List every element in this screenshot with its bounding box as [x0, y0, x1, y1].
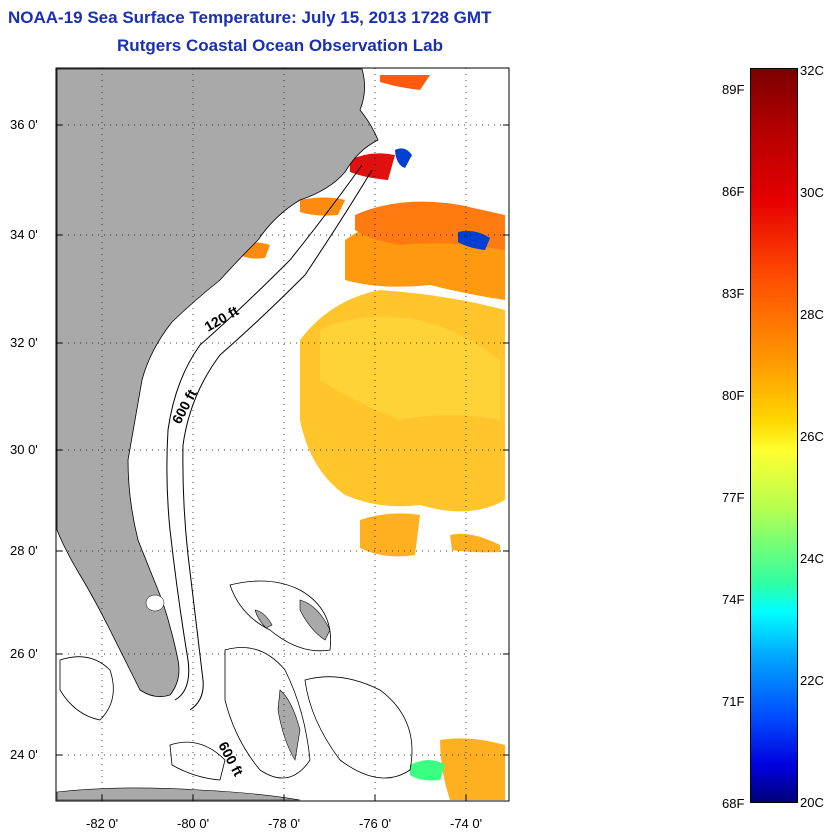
land-cuba: [56, 787, 301, 801]
cb-c-26: 26C: [800, 429, 824, 444]
lat-label-30: 30 0': [10, 442, 38, 457]
lat-label-32: 32 0': [10, 335, 38, 350]
map-subtitle: Rutgers Coastal Ocean Observation Lab: [117, 36, 443, 55]
cb-c-22: 22C: [800, 673, 824, 688]
lon-label-74: -74 0': [450, 816, 483, 831]
lat-label-24: 24 0': [10, 747, 38, 762]
bathymetry-contours-bahamas: [59, 580, 413, 781]
sst-swaths: [240, 70, 505, 800]
map-title: NOAA-19 Sea Surface Temperature: July 15…: [8, 8, 492, 27]
cb-f-74: 74F: [722, 592, 745, 607]
contour-600ft: [182, 169, 373, 711]
cb-c-32: 32C: [800, 63, 824, 78]
cb-c-28: 28C: [800, 307, 824, 322]
cb-f-89: 89F: [722, 82, 745, 97]
cb-c-24: 24C: [800, 551, 824, 566]
cb-f-68: 68F: [722, 796, 745, 811]
lon-label-80: -80 0': [177, 816, 210, 831]
lon-label-78: -78 0': [268, 816, 301, 831]
cb-f-71: 71F: [722, 694, 745, 709]
cb-f-83: 83F: [722, 286, 745, 301]
lon-label-82: -82 0': [86, 816, 119, 831]
land-bahamas: [254, 599, 331, 761]
cb-f-77: 77F: [722, 490, 745, 505]
lake-okeechobee: [145, 594, 165, 612]
temperature-colorbar: [750, 68, 798, 803]
contour-120ft: [166, 164, 363, 701]
lat-label-36: 36 0': [10, 117, 38, 132]
cb-c-30: 30C: [800, 185, 824, 200]
lat-label-26: 26 0': [10, 646, 38, 661]
cb-c-20: 20C: [800, 795, 824, 810]
lon-label-76: -76 0': [359, 816, 392, 831]
land-us-coast: [56, 68, 379, 698]
graticule: [56, 68, 509, 801]
cb-f-86: 86F: [722, 184, 745, 199]
axis-ticks: [56, 124, 509, 801]
cb-f-80: 80F: [722, 388, 745, 403]
lat-label-34: 34 0': [10, 227, 38, 242]
lat-label-28: 28 0': [10, 543, 38, 558]
